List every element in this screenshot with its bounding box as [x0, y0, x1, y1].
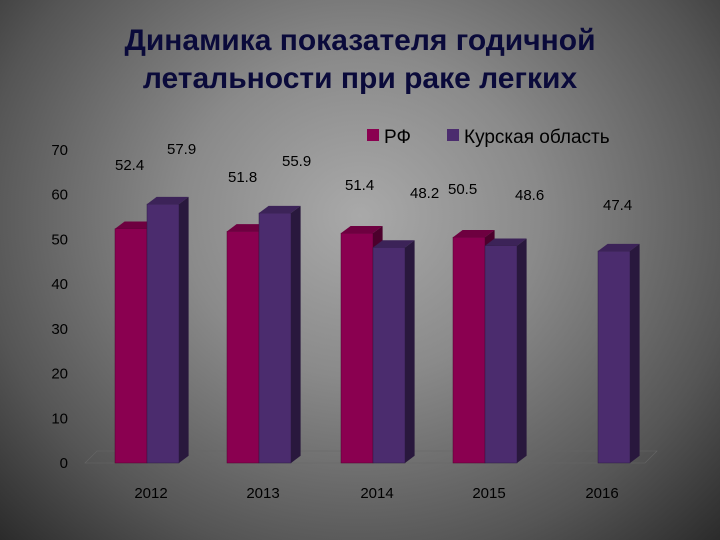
y-tick-label: 0 [60, 455, 68, 472]
data-label: 50.5 [448, 181, 477, 198]
data-label: 57.9 [167, 141, 196, 158]
y-tick-label: 10 [51, 410, 68, 427]
bar-kursk-2014 [372, 247, 406, 464]
legend-swatch-rf [367, 129, 379, 141]
chart-title-line1: Динамика показателя годичной [124, 24, 596, 57]
bar-kursk-2013 [258, 212, 292, 464]
chart-title: Динамика показателя годичной летальности… [0, 22, 720, 98]
y-tick-label: 70 [51, 142, 68, 159]
data-label: 55.9 [282, 153, 311, 170]
bar-top-face [115, 221, 157, 229]
data-label: 47.4 [603, 197, 632, 214]
data-label: 52.4 [115, 157, 144, 174]
legend-label-rf: РФ [384, 127, 411, 148]
y-tick-label: 60 [51, 187, 68, 204]
bar-top-face [147, 196, 189, 205]
y-tick-label: 40 [51, 276, 68, 293]
data-label: 48.6 [515, 187, 544, 204]
x-tick-label: 2016 [585, 485, 618, 502]
bar-top-face [598, 243, 640, 252]
bar-side-face [630, 243, 640, 463]
data-label: 48.2 [410, 185, 439, 202]
bar-kursk-2012 [146, 203, 180, 464]
x-tick-label: 2014 [360, 485, 393, 502]
legend-swatch-kursk [447, 129, 459, 141]
y-tick-label: 50 [51, 231, 68, 248]
x-tick-label: 2013 [246, 485, 279, 502]
bar-rf-2012 [114, 228, 148, 464]
bar-top-face [485, 238, 527, 246]
bar-side-face [517, 238, 527, 463]
bar-kursk-2015 [484, 245, 518, 464]
bar-side-face [291, 205, 301, 463]
bar-side-face [405, 240, 415, 463]
bar-rf-2013 [226, 231, 260, 464]
chart-title-line2: летальности при раке легких [142, 62, 578, 95]
bar-top-face [453, 229, 495, 238]
bar-top-face [373, 240, 415, 248]
y-tick-label: 20 [51, 366, 68, 383]
legend-label-kursk: Курская область [464, 127, 610, 148]
y-tick-label: 30 [51, 321, 68, 338]
bar-top-face [341, 225, 383, 234]
bar-top-face [227, 224, 269, 232]
x-tick-label: 2015 [472, 485, 505, 502]
data-label: 51.4 [345, 177, 374, 194]
bar-top-face [259, 205, 301, 214]
bar-rf-2015 [452, 236, 486, 464]
bar-rf-2014 [340, 232, 374, 464]
x-tick-label: 2012 [134, 485, 167, 502]
bar-kursk-2016 [597, 250, 631, 464]
bar-side-face [179, 196, 189, 463]
data-label: 51.8 [228, 169, 257, 186]
